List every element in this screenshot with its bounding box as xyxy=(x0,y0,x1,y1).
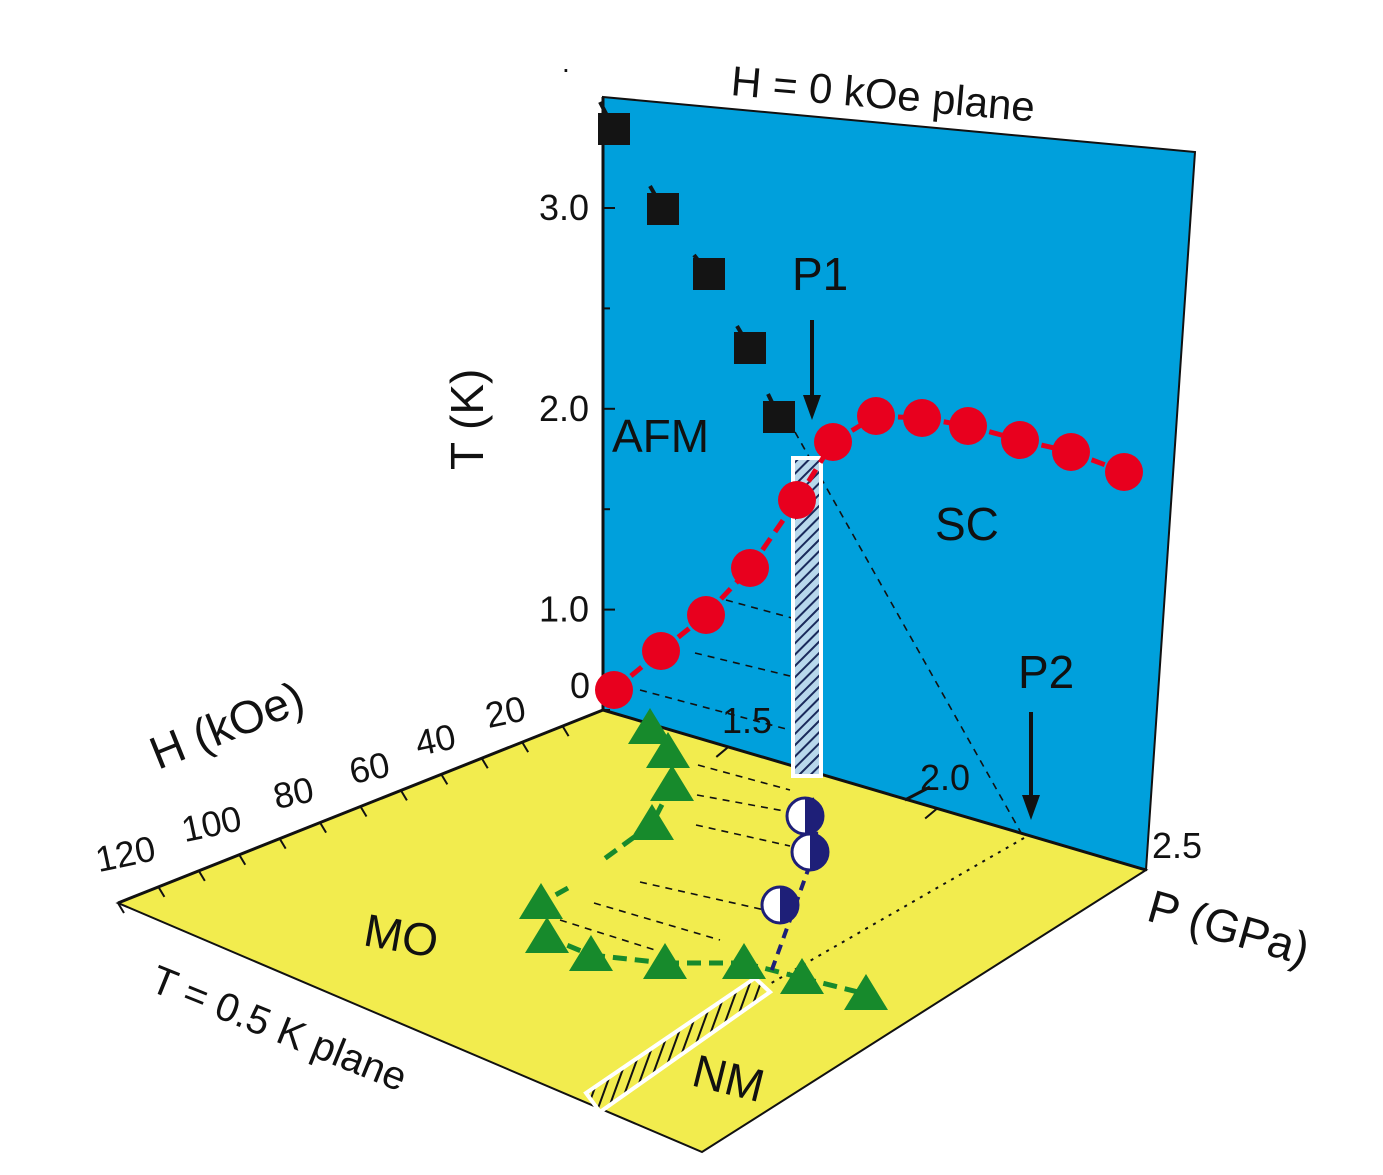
mo-point xyxy=(519,883,563,919)
afm-point xyxy=(647,193,679,225)
mo-point xyxy=(643,943,687,979)
h-tick-label: 100 xyxy=(178,797,245,850)
sc-point xyxy=(1105,453,1143,491)
sc-point xyxy=(857,397,895,435)
p1-label: P1 xyxy=(792,248,848,300)
sc-point xyxy=(595,671,633,709)
mo-point xyxy=(650,765,694,801)
mo-point xyxy=(646,732,690,768)
guide-dashed xyxy=(697,764,791,791)
mo-point xyxy=(630,804,674,840)
h-axis-label: H (kOe) xyxy=(142,671,311,780)
axis-ticks: 1.0 2.0 3.0 0 20 40 60 80 100 120 1.5 2.0 2.5 xyxy=(92,187,1202,914)
t-axis-label: T (K) xyxy=(441,369,493,470)
sc-point xyxy=(1001,421,1039,459)
t-tick-label: 2.0 xyxy=(539,388,589,429)
mo-label: MO xyxy=(360,904,442,968)
tick-dot: . xyxy=(562,47,570,78)
p-tick-major xyxy=(904,785,931,802)
h-tick xyxy=(440,773,449,785)
guide-dashed xyxy=(694,652,791,677)
sc-point xyxy=(642,632,680,670)
mo-point xyxy=(722,943,766,979)
h-tick-label: 80 xyxy=(270,769,318,817)
sc-point xyxy=(814,423,852,461)
mo-point xyxy=(569,935,613,971)
h-tick-label: 20 xyxy=(482,688,530,736)
sc-point xyxy=(903,399,941,437)
afm-label: AFM xyxy=(612,410,709,462)
sc-point xyxy=(731,549,769,587)
h-tick-label: 60 xyxy=(346,744,394,792)
guide-dashed xyxy=(559,919,656,951)
data-marks xyxy=(519,101,1143,1010)
h-tick-label: 120 xyxy=(92,827,159,880)
hatched-bars xyxy=(583,456,823,1115)
p-tick-label: 1.5 xyxy=(722,700,772,741)
h-tick xyxy=(521,741,530,753)
guide-dashed xyxy=(695,824,791,847)
h-tick xyxy=(278,838,287,850)
afm-point xyxy=(763,401,795,433)
t-tick-label: 1.0 xyxy=(539,589,589,630)
afm-point xyxy=(693,258,725,290)
guide-dashed xyxy=(696,794,791,813)
guide-dashed xyxy=(725,599,793,619)
h-tick xyxy=(561,725,570,737)
p1-arrow-head xyxy=(803,395,821,420)
t-tick-label: 3.0 xyxy=(539,187,589,228)
mo-point xyxy=(525,917,569,953)
sc-point xyxy=(949,407,987,445)
p-tick-label: 2.0 xyxy=(920,757,970,798)
h-tick xyxy=(319,822,327,834)
p2-label: P2 xyxy=(1018,646,1074,698)
half-circle-fill xyxy=(810,834,828,870)
h-tick xyxy=(197,870,206,882)
sc-label: SC xyxy=(935,498,999,550)
p-tick xyxy=(924,807,938,820)
afm-point xyxy=(734,332,766,364)
h-tick xyxy=(359,805,368,818)
guide-dashed xyxy=(593,902,721,941)
h-tick xyxy=(157,886,166,898)
mo-point xyxy=(628,708,672,744)
nm-bar xyxy=(583,975,774,1115)
p-axis-label: P (GPa) xyxy=(1142,880,1315,976)
sc-point xyxy=(778,481,816,519)
t-tick-label: 0 xyxy=(570,665,590,706)
sc-point xyxy=(687,596,725,634)
mo-point xyxy=(844,974,888,1010)
h-tick xyxy=(480,757,489,769)
p-tick xyxy=(715,746,729,758)
afm-point xyxy=(598,113,630,145)
h-tick xyxy=(238,854,247,866)
sc-point xyxy=(1052,433,1090,471)
p-axis-line xyxy=(602,708,1147,872)
guide-lines xyxy=(559,431,1025,986)
p-tick-label: 2.5 xyxy=(1152,825,1202,866)
mo-point xyxy=(780,958,824,994)
p2-arrow-head xyxy=(1022,795,1040,820)
h-tick xyxy=(400,789,408,801)
half-circle-fill xyxy=(805,798,823,834)
h-tick-label: 40 xyxy=(412,716,460,764)
half-circle-fill xyxy=(780,887,798,923)
h-tick xyxy=(117,902,125,914)
